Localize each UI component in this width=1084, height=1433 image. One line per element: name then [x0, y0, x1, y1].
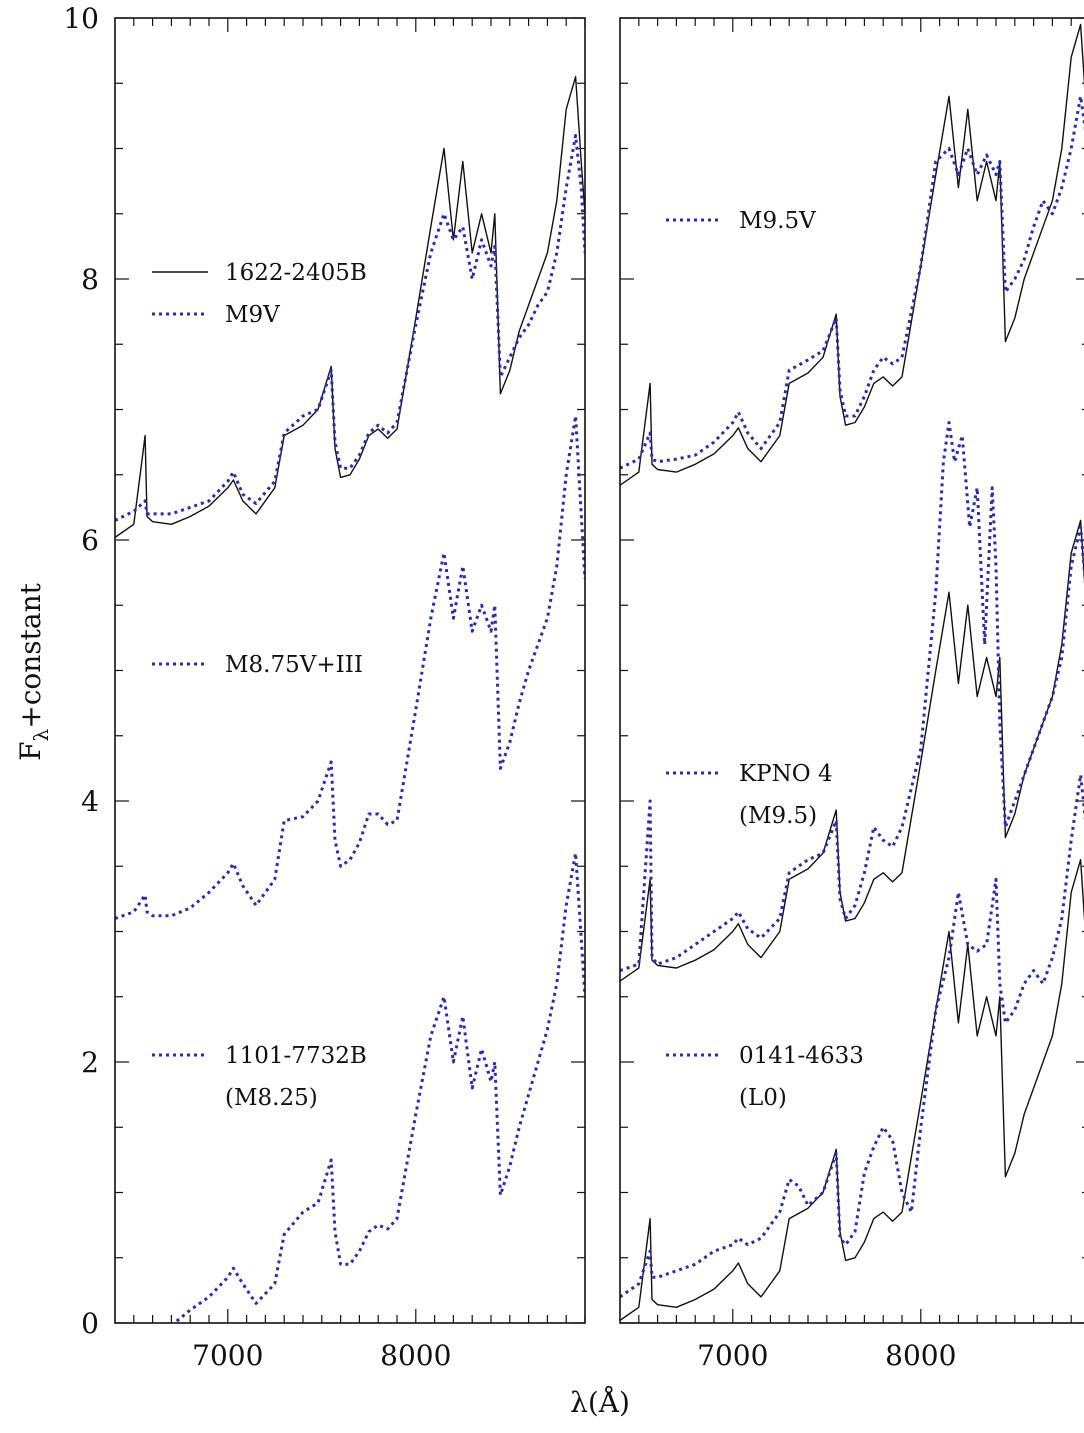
right-panel: 7000 8000 M9.5V KPNO 4 (M9.5) 0141-4633 (L0) [619, 17, 1084, 1372]
right-ticks [620, 17, 1084, 1324]
legend-label: M9.5V [739, 208, 816, 234]
legend-entry: M9V [152, 302, 280, 328]
legend-label: M9V [225, 302, 280, 328]
series-line-1101-7732b [172, 851, 585, 1323]
series-line-m9v [115, 134, 585, 522]
y-tick-label: 8 [81, 263, 99, 296]
series-line-m8-75v-iii [115, 414, 585, 920]
legend-label: KPNO 4 [739, 761, 833, 787]
y-tick-label: 2 [81, 1046, 99, 1079]
legend-label: 0141-4633 [739, 1043, 864, 1069]
series-line-1622-2405b [115, 76, 585, 538]
legend-label: 1622-2405B [225, 260, 367, 286]
series-line-1622-2405b [620, 23, 1084, 486]
x-tick-label: 8000 [380, 1339, 451, 1372]
legend-label: 1101-7732B [225, 1043, 367, 1069]
x-axis-title: λ(Å) [570, 1386, 630, 1419]
right-plot-frame [619, 17, 1084, 1324]
y-tick-label: 0 [81, 1307, 99, 1340]
legend-label: (L0) [739, 1085, 787, 1111]
left-panel: 7000 8000 0 2 4 6 8 10 1622-2405B M9V M8.75V+III 11… [63, 2, 586, 1372]
right-series-group [620, 23, 1084, 1321]
legend-label: (M8.25) [225, 1085, 318, 1111]
legend-entry: 1101-7732B (M8.25) [152, 1043, 367, 1111]
left-ticks [115, 17, 586, 1324]
y-tick-label: 10 [63, 2, 99, 35]
x-tick-label: 8000 [885, 1339, 956, 1372]
legend-label: M8.75V+III [225, 652, 363, 678]
series-line-kpno-4 [620, 421, 1084, 973]
y-tick-label: 6 [81, 524, 99, 557]
series-line-m9-5v [620, 94, 1084, 470]
y-tick-label: 4 [81, 785, 99, 818]
shared-axis-labels: λ(Å) Fλ+constant [14, 582, 630, 1419]
x-tick-label: 7000 [192, 1339, 263, 1372]
legend-label: (M9.5) [739, 803, 817, 829]
left-plot-frame [114, 17, 586, 1324]
legend-entry: M8.75V+III [152, 652, 363, 678]
x-tick-label: 7000 [697, 1339, 768, 1372]
legend-entry: KPNO 4 (M9.5) [666, 761, 833, 829]
left-series-group [115, 76, 585, 1323]
y-axis-title: Fλ+constant [14, 582, 53, 761]
series-line-1622-2405b [620, 859, 1084, 1321]
series-line-0141-4633 [620, 773, 1084, 1299]
legend-entry: 1622-2405B [152, 260, 367, 286]
legend-entry: M9.5V [666, 208, 816, 234]
legend-entry: 0141-4633 (L0) [666, 1043, 864, 1111]
